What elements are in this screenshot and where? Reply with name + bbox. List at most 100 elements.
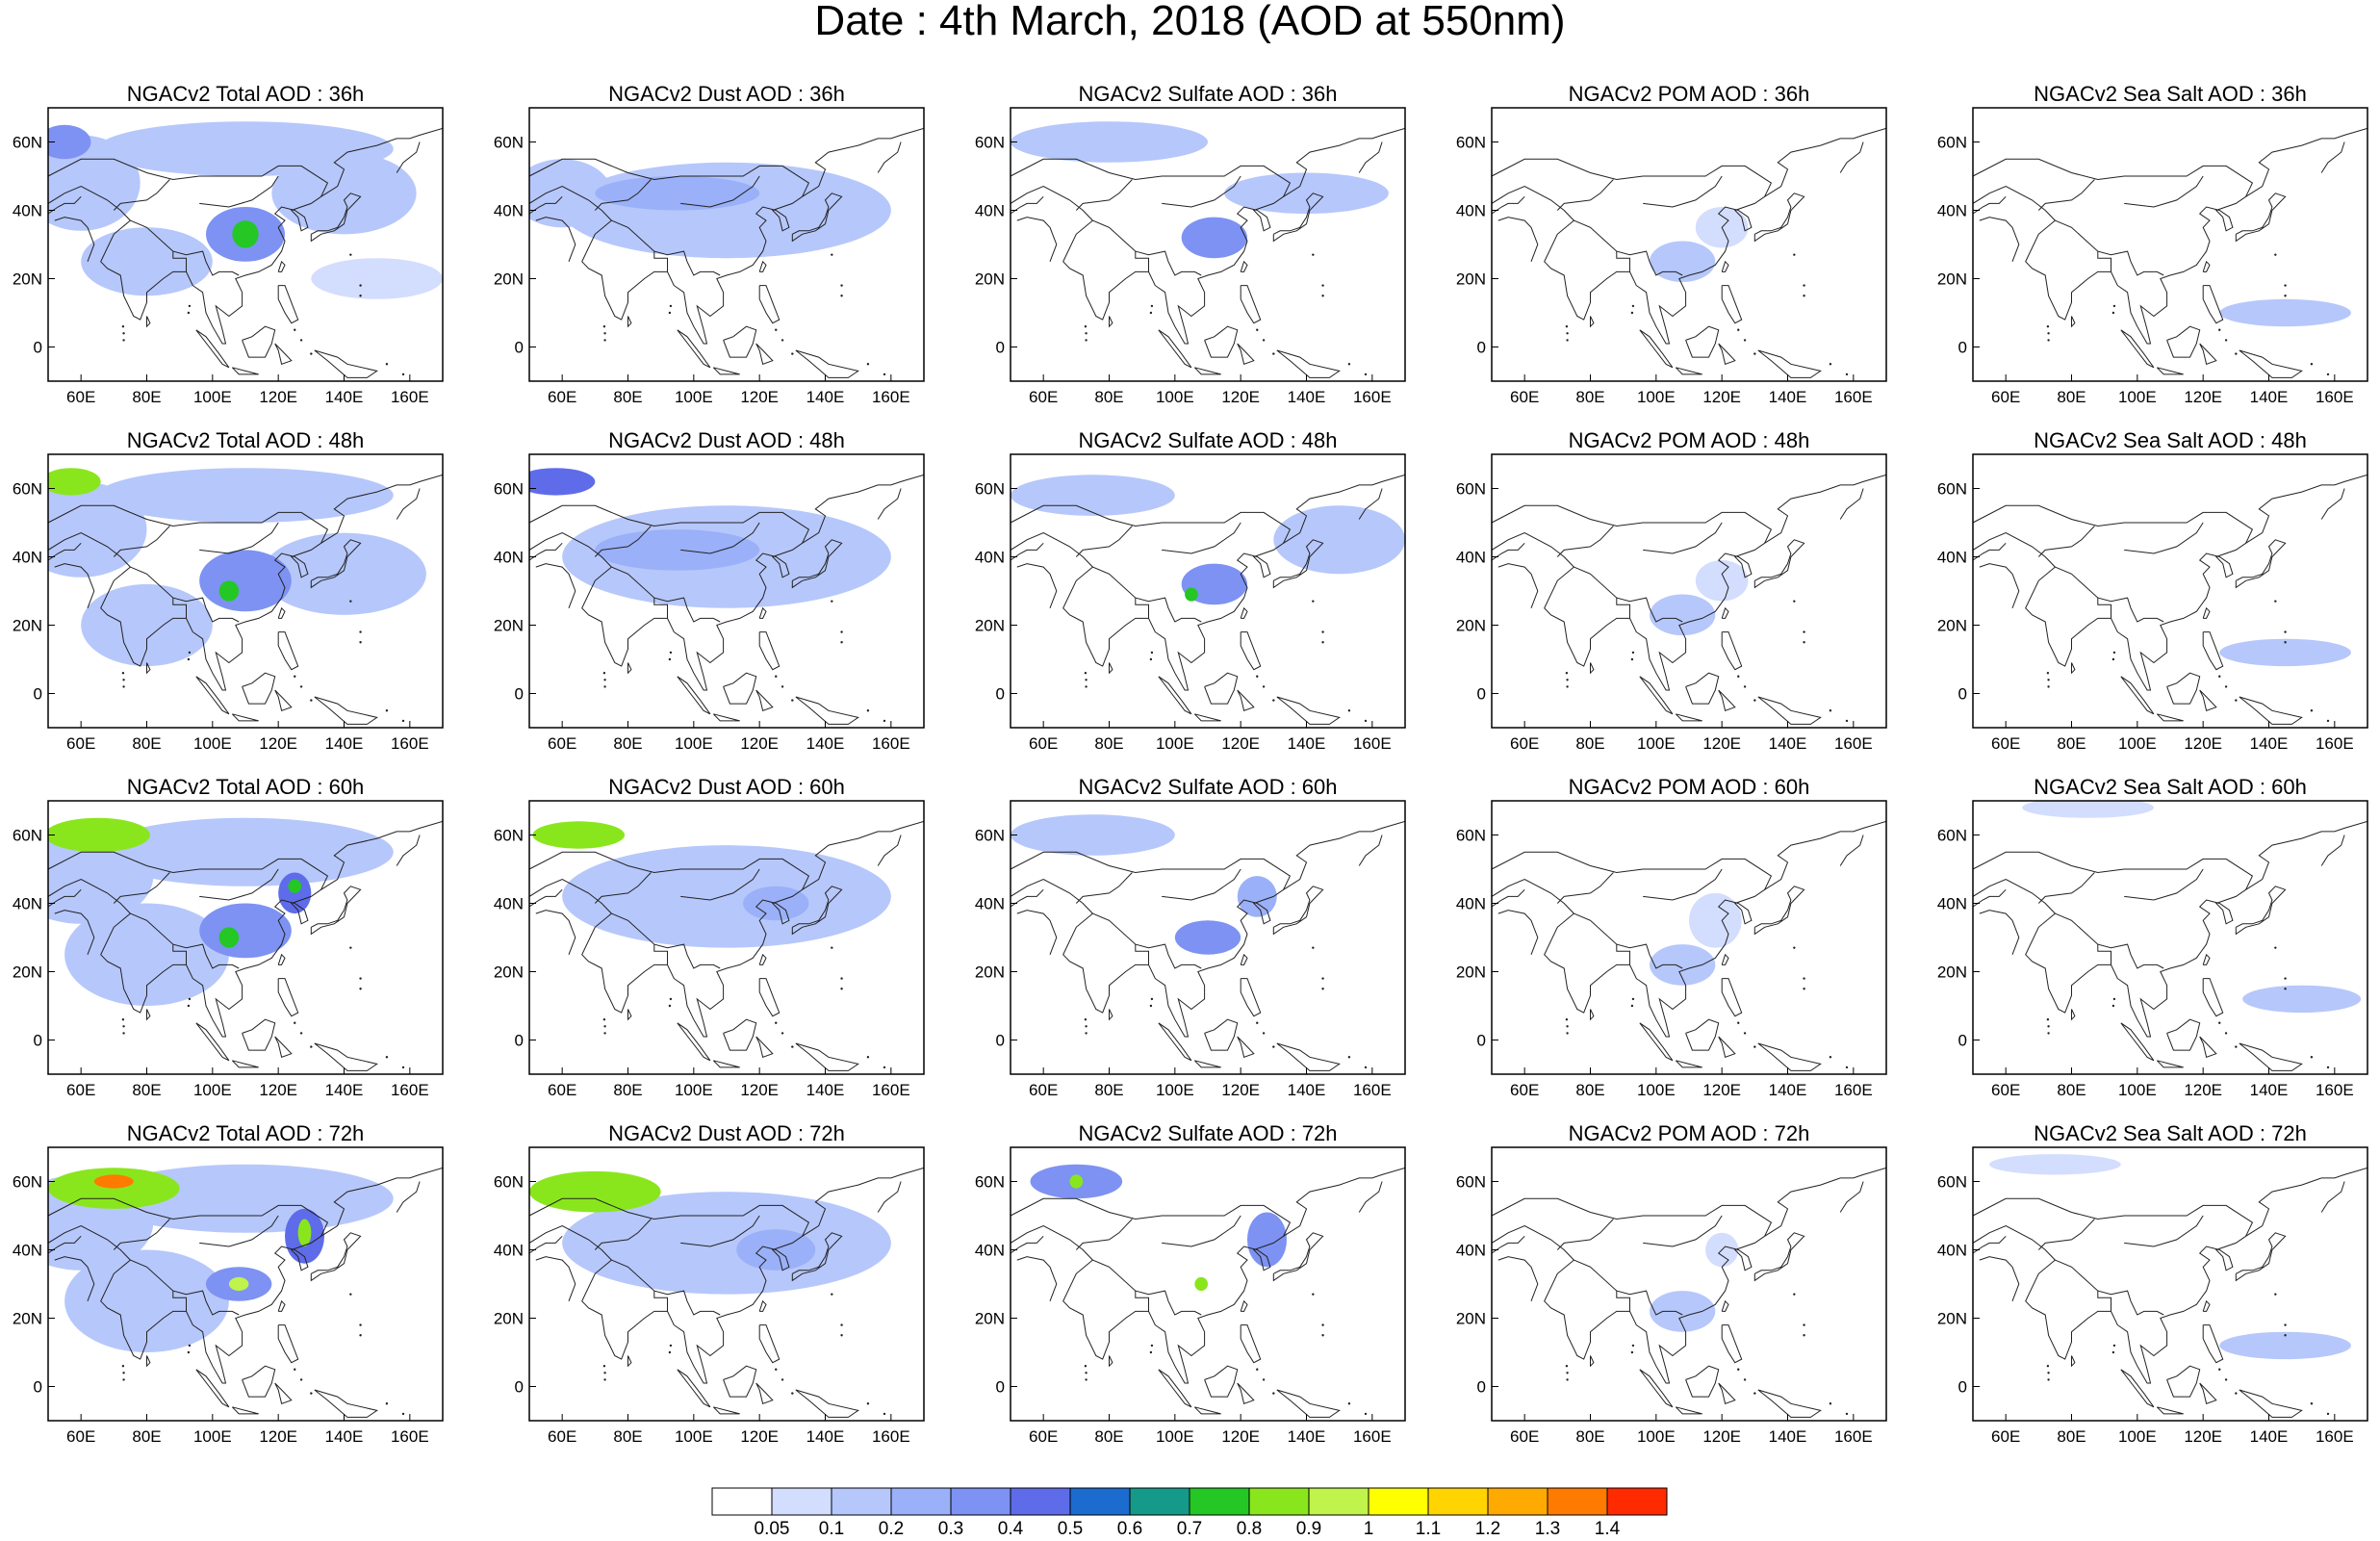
coastline-path bbox=[2202, 606, 2211, 619]
coastline-path bbox=[1204, 1365, 1239, 1398]
coastline-path bbox=[1497, 1256, 1539, 1301]
map-svg: 60N 40N 20N 0 60E 80E 100E 120E 140E 160E bbox=[13, 107, 444, 406]
colorbar-swatch bbox=[1129, 1487, 1190, 1516]
lat-tick-label: 0 bbox=[515, 339, 524, 357]
lon-tick-label: 80E bbox=[1094, 1081, 1123, 1099]
lat-tick-label: 60N bbox=[13, 134, 42, 152]
island-dot bbox=[1803, 295, 1805, 297]
coastline-path bbox=[535, 217, 576, 262]
island-dot bbox=[401, 1412, 405, 1416]
aod-plume bbox=[48, 1168, 180, 1209]
panel-title: NGACv2 Dust AOD : 36h bbox=[608, 82, 845, 106]
lon-tick-label: 160E bbox=[2316, 1081, 2354, 1099]
coastline-path bbox=[2166, 325, 2201, 358]
map-frame bbox=[47, 800, 444, 1075]
coastline-path bbox=[1204, 672, 1239, 705]
colorbar-label: 0.7 bbox=[1177, 1519, 1202, 1539]
island-dot bbox=[1845, 719, 1849, 723]
coastline-path bbox=[877, 1181, 902, 1213]
coastline-path bbox=[1272, 886, 1324, 936]
coastline-path bbox=[723, 1365, 757, 1398]
coastline-path bbox=[1240, 631, 1262, 671]
map-svg: 60N 40N 20N 0 60E 80E 100E 120E 140E 160E bbox=[1937, 107, 2368, 406]
island-dot bbox=[310, 1392, 313, 1395]
lon-tick-label: 60E bbox=[548, 1427, 576, 1446]
lon-tick-label: 160E bbox=[391, 388, 429, 406]
coastline-path bbox=[1158, 1369, 1192, 1408]
aod-plume bbox=[532, 821, 626, 849]
map-svg: 60N 40N 20N 0 60E 80E 100E 120E 140E 160E bbox=[494, 800, 925, 1099]
island-dot bbox=[883, 1412, 886, 1416]
colorbar-label: 0.9 bbox=[1296, 1519, 1321, 1539]
island-dot bbox=[359, 1323, 362, 1326]
lat-tick-label: 60N bbox=[975, 134, 1005, 152]
coastline-path bbox=[113, 1219, 170, 1250]
island-dot bbox=[2112, 997, 2116, 1001]
lon-tick-label: 60E bbox=[1029, 388, 1058, 406]
lon-tick-label: 140E bbox=[325, 1081, 364, 1099]
colorbar-swatch bbox=[1368, 1487, 1429, 1516]
coastline-path bbox=[1616, 944, 1630, 965]
coastline-path bbox=[277, 606, 286, 619]
coastline-path bbox=[1839, 488, 1864, 520]
coastline-path bbox=[2239, 696, 2303, 725]
lon-tick-label: 160E bbox=[391, 1081, 429, 1099]
lon-tick-label: 120E bbox=[1702, 1427, 1741, 1446]
map-frame bbox=[528, 1146, 925, 1422]
coastline-path bbox=[594, 179, 652, 211]
island-dot bbox=[2047, 1032, 2050, 1035]
island-dot bbox=[1631, 997, 1635, 1001]
coastline-path bbox=[2166, 1365, 2201, 1398]
coastline-path bbox=[1011, 542, 1044, 561]
aod-plume bbox=[562, 1192, 891, 1295]
island-dot bbox=[1630, 657, 1634, 661]
lat-tick-label: 60N bbox=[494, 134, 524, 152]
coastline-path bbox=[1109, 1009, 1113, 1021]
lat-tick-label: 60N bbox=[975, 1173, 1005, 1192]
map-panel-seasalt-48h: NGACv2 Sea Salt AOD : 48h 60N 40N 20N 0 60E 80… bbox=[1927, 429, 2380, 776]
lon-tick-label: 80E bbox=[1094, 1427, 1123, 1446]
island-dot bbox=[2047, 1025, 2050, 1028]
island-dot bbox=[1845, 372, 1849, 376]
lat-tick-label: 0 bbox=[996, 1378, 1005, 1397]
aod-field bbox=[2219, 298, 2351, 327]
lat-tick-label: 20N bbox=[494, 617, 524, 635]
map-frame bbox=[1491, 1146, 1887, 1422]
island-dot bbox=[831, 946, 833, 949]
coastline-path bbox=[1979, 1256, 2020, 1301]
lon-tick-label: 80E bbox=[1575, 388, 1604, 406]
island-dot bbox=[2047, 1372, 2050, 1374]
coastline-path bbox=[1276, 696, 1341, 725]
coastline-path bbox=[146, 1009, 151, 1021]
island-dot bbox=[1743, 339, 1747, 342]
lat-tick-label: 40N bbox=[494, 1242, 524, 1260]
island-dot bbox=[1630, 311, 1634, 315]
map-svg: 60N 40N 20N 0 60E 80E 100E 120E 140E 160E bbox=[494, 107, 925, 406]
map-svg: 60N 40N 20N 0 60E 80E 100E 120E 140E 160E bbox=[1456, 1146, 1887, 1446]
lon-tick-label: 100E bbox=[1637, 734, 1676, 753]
lat-tick-label: 0 bbox=[34, 685, 42, 704]
island-dot bbox=[1737, 675, 1740, 678]
coastline-path bbox=[1973, 820, 2367, 1038]
lon-tick-label: 60E bbox=[1991, 1427, 2020, 1446]
coastline-path bbox=[113, 872, 170, 904]
aod-plume bbox=[81, 583, 213, 667]
coastline-path bbox=[1757, 696, 1822, 725]
lon-tick-label: 120E bbox=[740, 734, 779, 753]
coastline-path bbox=[1753, 539, 1805, 589]
coastline-path bbox=[1718, 689, 1736, 711]
coastline-path bbox=[1721, 631, 1743, 671]
aod-plume bbox=[48, 817, 150, 853]
coastline-path bbox=[1011, 158, 1292, 197]
island-dot bbox=[2235, 1045, 2238, 1048]
lon-tick-label: 100E bbox=[675, 1427, 713, 1446]
island-dot bbox=[1793, 253, 1796, 256]
coastline-path bbox=[594, 872, 652, 904]
island-dot bbox=[1737, 1021, 1740, 1024]
coastline-path bbox=[2055, 566, 2164, 623]
lon-tick-label: 140E bbox=[1769, 1081, 1807, 1099]
lat-tick-label: 0 bbox=[34, 1032, 42, 1050]
coastline-path bbox=[653, 944, 668, 965]
panel-title: NGACv2 Dust AOD : 72h bbox=[608, 1121, 845, 1145]
coastline-path bbox=[2202, 260, 2211, 272]
